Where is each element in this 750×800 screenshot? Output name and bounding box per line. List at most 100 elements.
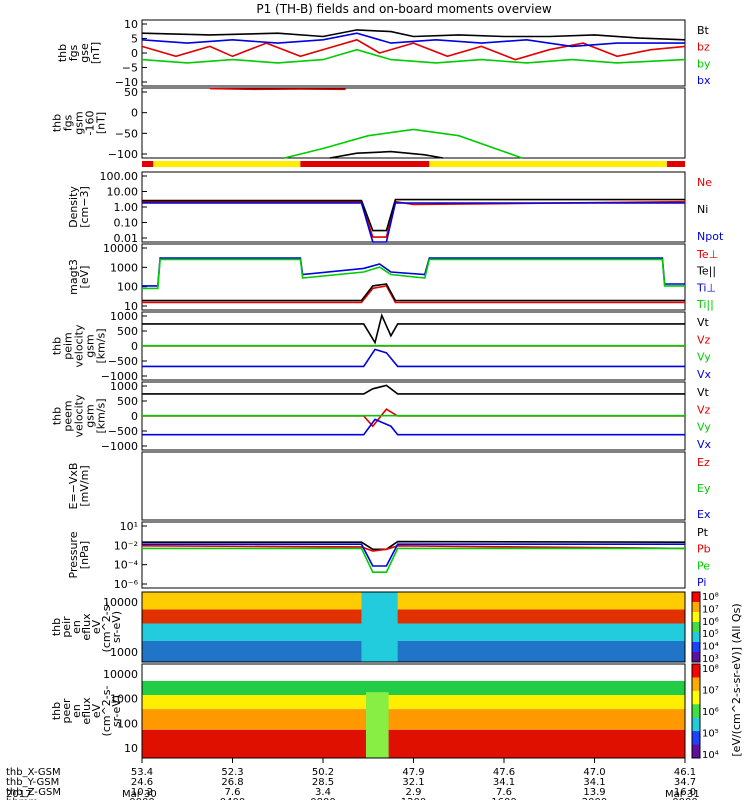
orbit-segment	[429, 161, 667, 167]
ephemeris-value: 32.1	[402, 777, 424, 788]
y-tick-label: −500	[108, 425, 138, 438]
series-vt	[142, 312, 685, 345]
legend-vt: Vt	[697, 386, 710, 399]
legend-vz: Vz	[697, 333, 711, 346]
colorbar-frame	[691, 591, 701, 663]
colorbar-tick-label: 10⁷	[702, 686, 719, 697]
orbit-segment	[153, 161, 301, 167]
colorbar-tick-label: 10⁴	[702, 642, 719, 653]
y-tick-label: 0	[131, 410, 138, 423]
ephemeris-value: 0400	[220, 797, 245, 800]
y-tick-label: 0.01	[114, 232, 139, 245]
ephemeris-value: 53.4	[131, 767, 153, 778]
ephemeris-row-name: hhmm	[6, 797, 38, 800]
colorbar-segment	[692, 690, 700, 705]
y-axis-label: thbpeirenefluxeV(cm^2-s-sr-eV)	[50, 602, 123, 653]
series-te_perp	[142, 285, 685, 304]
ephemeris-value: 34.7	[674, 777, 696, 788]
ephemeris-row-name: thb_Z-GSM	[6, 787, 61, 798]
colorbar-tick-label: 10⁵	[702, 729, 719, 740]
colorbar-tick-label: 10⁶	[702, 617, 719, 628]
y-tick-label: 100.00	[100, 170, 139, 183]
y-axis-label: thbpeerenefluxeV(cm^2-s-sr-eV)	[50, 686, 123, 737]
colorbar-tick-label: 10³	[702, 654, 719, 665]
y-axis-label: thbpeemvelocitygsm[km/s]	[51, 394, 108, 437]
panel-frame	[141, 87, 686, 159]
legend-bx: bx	[697, 74, 711, 87]
panel-frame	[141, 521, 686, 589]
series-green	[284, 128, 523, 159]
y-tick-label: −5	[122, 62, 138, 75]
series-pb	[141, 544, 686, 552]
colorbar-segment	[692, 717, 700, 732]
spectro-band	[142, 680, 685, 696]
colorbar-tick-label: 10⁶	[702, 707, 719, 718]
y-tick-label: 0	[131, 107, 138, 120]
panel-temperature: 10000 1000 100 10 magt3[eV] Te⊥ Te|| Ti⊥ Ti||	[67, 242, 718, 313]
y-tick-label: 1000	[110, 310, 138, 323]
ephemeris-value: 2.9	[406, 787, 422, 798]
y-tick-label: −10	[115, 76, 138, 89]
ephemeris-value: 0800	[310, 797, 335, 800]
y-tick-label: 10	[124, 742, 138, 755]
y-tick-label: 100	[117, 281, 138, 294]
y-tick-label: 10¹	[120, 520, 138, 533]
y-tick-label: 10000	[103, 596, 138, 609]
legend-vx: Vx	[697, 368, 712, 381]
legend-ti||: Ti||	[696, 298, 714, 311]
spectrogram-peer-en-eflux: 10000 1000 100 10thbpeerenefluxeV(cm^2-s-sr…	[50, 663, 719, 761]
y-tick-label: 10⁻⁴	[114, 559, 139, 572]
ephemeris-value: 2000	[582, 797, 607, 800]
series-te_para	[142, 283, 685, 302]
legend-ti⊥: Ti⊥	[696, 281, 716, 294]
colorbar-segment	[692, 622, 700, 633]
colorbar-segment	[692, 664, 700, 678]
ephemeris-row-name: thb_X-GSM	[6, 767, 61, 778]
y-axis-label: Density[cm−3]	[67, 186, 91, 228]
colorbar-tick-label: 10⁸	[702, 664, 719, 675]
series-by	[141, 48, 686, 64]
series-vx	[142, 348, 685, 368]
ephemeris-value: 1200	[401, 797, 426, 800]
ephemeris-value: 47.0	[583, 767, 605, 778]
legend-pe: Pe	[697, 559, 710, 572]
series-bx	[141, 32, 685, 48]
orbit-segment	[666, 161, 685, 167]
spectro-band	[142, 609, 685, 624]
y-tick-label: 10000	[103, 242, 138, 255]
y-axis-label: E=−VxB[mV/m]	[67, 463, 91, 510]
panel-peim-velocity: 1000 500 0 −500 −1000 thbpeimvelocitygsm[km/s…	[51, 310, 712, 383]
colorbar-segment	[692, 744, 700, 759]
legend-vy: Vy	[697, 351, 711, 364]
end-date-label: Mar 31	[665, 789, 700, 800]
ephemeris-value: 47.6	[493, 767, 515, 778]
series-ti_perp	[142, 257, 685, 287]
y-tick-label: −1000	[101, 370, 138, 383]
y-tick-label: 0	[131, 47, 138, 60]
panel-frame	[141, 171, 686, 243]
ephemeris-value: 34.1	[583, 777, 605, 788]
y-tick-label: 10⁻²	[114, 539, 138, 552]
y-tick-label: −1000	[101, 440, 138, 453]
ephemeris-value: 28.5	[312, 777, 334, 788]
y-tick-label: 1000	[110, 261, 138, 274]
series-pt	[142, 540, 686, 551]
y-axis-label: Pressure[nPa]	[67, 531, 91, 578]
series-black	[329, 150, 444, 159]
spectro-band	[142, 592, 685, 610]
ephemeris-value: 46.1	[674, 767, 696, 778]
y-tick-label: 10	[124, 18, 138, 31]
y-tick-label: 10⁻⁶	[114, 578, 139, 591]
series-pi	[142, 543, 685, 567]
legend-by: by	[697, 57, 711, 70]
legend-pt: Pt	[697, 526, 709, 539]
legend-ne: Ne	[697, 176, 712, 189]
series-red	[209, 87, 346, 91]
y-axis-label: thbfgsgse[nT]	[56, 42, 102, 64]
ephemeris-value: 26.8	[221, 777, 243, 788]
y-tick-label: 500	[117, 325, 138, 338]
y-tick-label: −100	[108, 148, 138, 161]
y-tick-label: 1000	[110, 693, 138, 706]
colorbar-tick-label: 10⁸	[702, 592, 719, 603]
